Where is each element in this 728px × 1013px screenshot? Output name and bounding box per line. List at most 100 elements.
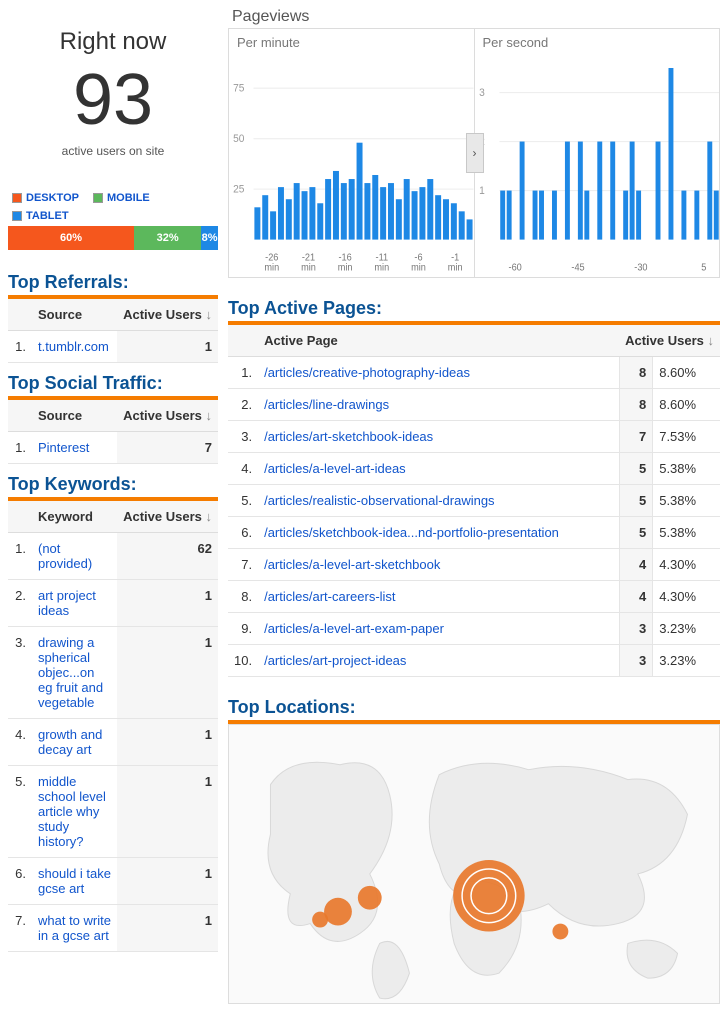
page-path[interactable]: /articles/art-careers-list: [258, 581, 619, 613]
table-row[interactable]: 1.t.tumblr.com1: [8, 331, 218, 363]
locations-map[interactable]: [228, 724, 720, 1004]
per-second-label: Per second: [483, 35, 549, 50]
legend-item[interactable]: TABLET: [12, 210, 69, 222]
table-row[interactable]: 10./articles/art-project-ideas33.23%: [228, 645, 720, 677]
row-label[interactable]: art project ideas: [32, 580, 117, 627]
row-value: 1: [117, 905, 218, 952]
page-users: 4: [619, 581, 653, 613]
row-label[interactable]: what to write in a gcse art: [32, 905, 117, 952]
table-row[interactable]: 2./articles/line-drawings88.60%: [228, 389, 720, 421]
row-value: 7: [117, 432, 218, 464]
row-index: 8.: [228, 581, 258, 613]
legend-label: DESKTOP: [26, 192, 79, 204]
table-row[interactable]: 6.should i take gcse art1: [8, 858, 218, 905]
row-label[interactable]: growth and decay art: [32, 719, 117, 766]
col-active-users[interactable]: Active Users ↓: [117, 501, 218, 533]
table-row[interactable]: 7./articles/a-level-art-sketchbook44.30%: [228, 549, 720, 581]
col-source[interactable]: Source: [32, 299, 117, 331]
table-row[interactable]: 6./articles/sketchbook-idea...nd-portfol…: [228, 517, 720, 549]
page-path[interactable]: /articles/sketchbook-idea...nd-portfolio…: [258, 517, 619, 549]
pageviews-charts: Per minute 755025-26min-21min-16min-11mi…: [228, 28, 720, 278]
page-path[interactable]: /articles/a-level-art-ideas: [258, 453, 619, 485]
row-index: 7.: [228, 549, 258, 581]
table-row[interactable]: 1./articles/creative-photography-ideas88…: [228, 357, 720, 389]
social-title: Top Social Traffic:: [8, 373, 218, 394]
table-row[interactable]: 1.Pinterest7: [8, 432, 218, 464]
right-now-title: Right now: [8, 28, 218, 56]
row-value: 1: [117, 766, 218, 858]
table-row[interactable]: 4./articles/a-level-art-ideas55.38%: [228, 453, 720, 485]
location-bubble[interactable]: [453, 860, 524, 931]
col-active-page[interactable]: Active Page: [258, 325, 619, 357]
device-legend: DESKTOP MOBILE TABLET: [12, 192, 218, 222]
row-index: 10.: [228, 645, 258, 677]
page-users: 5: [619, 453, 653, 485]
table-row[interactable]: 8./articles/art-careers-list44.30%: [228, 581, 720, 613]
col-active-users[interactable]: Active Users ↓: [619, 325, 720, 357]
page-pct: 3.23%: [653, 645, 720, 677]
table-row[interactable]: 7.what to write in a gcse art1: [8, 905, 218, 952]
svg-text:1: 1: [479, 185, 485, 197]
row-label[interactable]: should i take gcse art: [32, 858, 117, 905]
table-row[interactable]: 9./articles/a-level-art-exam-paper33.23%: [228, 613, 720, 645]
page-path[interactable]: /articles/art-sketchbook-ideas: [258, 421, 619, 453]
per-second-chart: › Per second 321-60-45-305: [475, 29, 720, 277]
page-pct: 5.38%: [653, 453, 720, 485]
row-value: 1: [117, 331, 218, 363]
keywords-title: Top Keywords:: [8, 474, 218, 495]
locations-title: Top Locations:: [228, 697, 720, 718]
row-value: 1: [117, 858, 218, 905]
chart-divider-handle[interactable]: ›: [466, 133, 484, 173]
sort-arrow-icon: ↓: [206, 307, 213, 322]
row-index: 1.: [8, 331, 32, 363]
location-bubble[interactable]: [358, 886, 382, 910]
pageviews-title: Pageviews: [228, 8, 720, 26]
location-bubble[interactable]: [324, 898, 352, 926]
page-path[interactable]: /articles/line-drawings: [258, 389, 619, 421]
page-path[interactable]: /articles/a-level-art-exam-paper: [258, 613, 619, 645]
svg-text:-1min: -1min: [448, 252, 463, 273]
per-minute-label: Per minute: [237, 35, 300, 50]
table-row[interactable]: 5./articles/realistic-observational-draw…: [228, 485, 720, 517]
table-row[interactable]: 5.middle school level article why study …: [8, 766, 218, 858]
table-row[interactable]: 4.growth and decay art1: [8, 719, 218, 766]
page-pct: 8.60%: [653, 357, 720, 389]
table-row[interactable]: 3./articles/art-sketchbook-ideas77.53%: [228, 421, 720, 453]
per-minute-chart: Per minute 755025-26min-21min-16min-11mi…: [229, 29, 475, 277]
row-index: 5.: [8, 766, 32, 858]
page-pct: 8.60%: [653, 389, 720, 421]
col-source[interactable]: Source: [32, 400, 117, 432]
row-label[interactable]: (not provided): [32, 533, 117, 580]
page-path[interactable]: /articles/creative-photography-ideas: [258, 357, 619, 389]
row-label[interactable]: middle school level article why study hi…: [32, 766, 117, 858]
row-label[interactable]: drawing a spherical objec...on eg fruit …: [32, 627, 117, 719]
page-path[interactable]: /articles/art-project-ideas: [258, 645, 619, 677]
device-segment: 32%: [134, 226, 201, 250]
device-breakdown-bar: 60%32%8%: [8, 226, 218, 250]
location-bubble[interactable]: [552, 924, 568, 940]
table-row[interactable]: 1.(not provided)62: [8, 533, 218, 580]
location-bubble[interactable]: [312, 912, 328, 928]
row-index: 9.: [228, 613, 258, 645]
col-active-users[interactable]: Active Users ↓: [117, 299, 218, 331]
keywords-table: Keyword Active Users ↓ 1.(not provided)6…: [8, 501, 218, 952]
page-path[interactable]: /articles/a-level-art-sketchbook: [258, 549, 619, 581]
table-row[interactable]: 3.drawing a spherical objec...on eg frui…: [8, 627, 218, 719]
svg-text:50: 50: [233, 133, 244, 145]
page-pct: 5.38%: [653, 517, 720, 549]
legend-item[interactable]: MOBILE: [93, 192, 150, 204]
referrals-title: Top Referrals:: [8, 272, 218, 293]
page-users: 5: [619, 517, 653, 549]
page-path[interactable]: /articles/realistic-observational-drawin…: [258, 485, 619, 517]
legend-item[interactable]: DESKTOP: [12, 192, 79, 204]
col-active-users[interactable]: Active Users ↓: [117, 400, 218, 432]
right-now-subtitle: active users on site: [8, 144, 218, 158]
row-label[interactable]: t.tumblr.com: [32, 331, 117, 363]
legend-swatch: [12, 211, 22, 221]
page-users: 4: [619, 549, 653, 581]
svg-text:-26min: -26min: [264, 252, 279, 273]
col-keyword[interactable]: Keyword: [32, 501, 117, 533]
table-row[interactable]: 2.art project ideas1: [8, 580, 218, 627]
legend-label: MOBILE: [107, 192, 150, 204]
row-label[interactable]: Pinterest: [32, 432, 117, 464]
